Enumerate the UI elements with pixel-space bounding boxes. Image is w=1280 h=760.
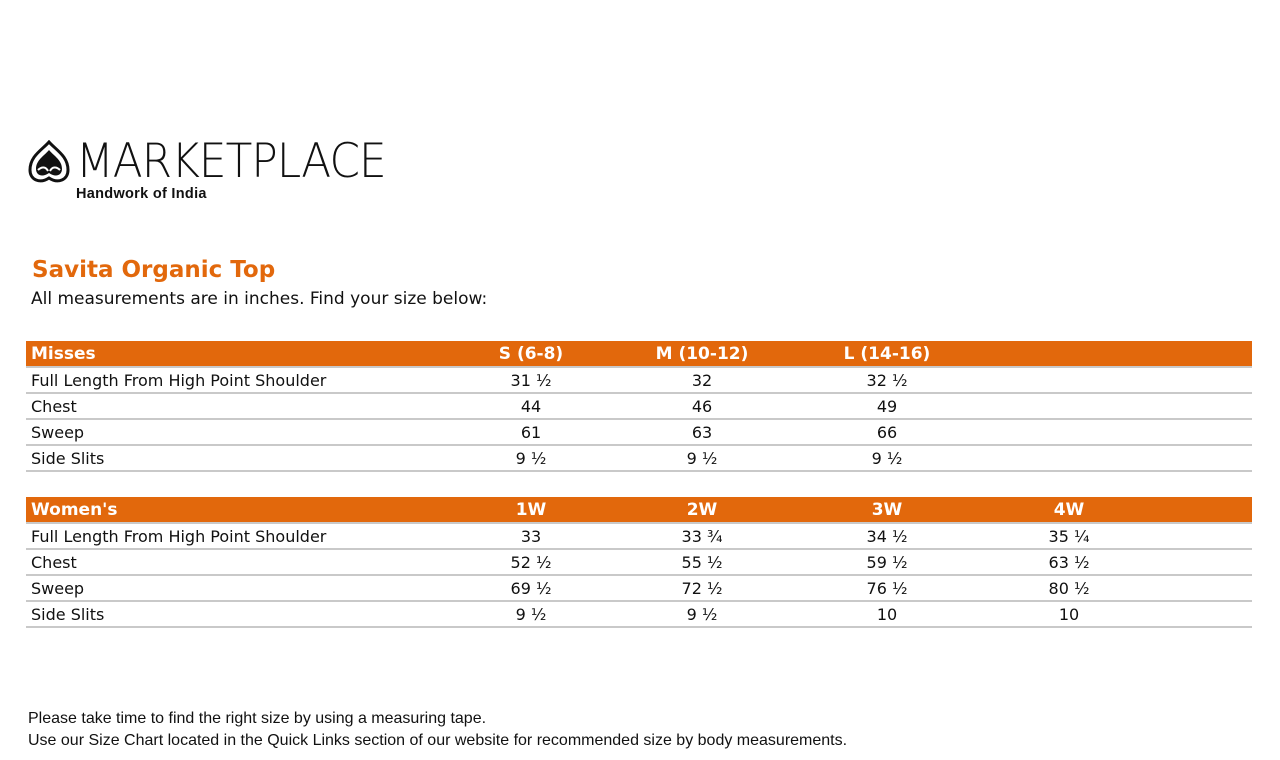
lotus-hands-icon — [28, 140, 70, 183]
measurement-label: Side Slits — [26, 445, 436, 472]
size-column-header: M (10-12) — [626, 341, 778, 368]
measurement-value: 63 — [626, 419, 778, 446]
size-column-header: 2W — [626, 497, 778, 524]
measurement-value: 9 ½ — [436, 445, 626, 472]
measurement-label: Full Length From High Point Shoulder — [26, 523, 436, 550]
measurement-value: 35 ¼ — [996, 523, 1142, 550]
page-subtitle: All measurements are in inches. Find you… — [31, 289, 488, 309]
size-column-header: 4W — [996, 497, 1142, 524]
measurement-value: 61 — [436, 419, 626, 446]
measurement-label: Sweep — [26, 575, 436, 602]
measurement-value: 63 ½ — [996, 549, 1142, 576]
table-section-label: Women's — [26, 497, 436, 524]
measurement-value: 10 — [996, 601, 1142, 628]
measurement-value — [996, 367, 1142, 394]
measurement-value: 52 ½ — [436, 549, 626, 576]
measurement-label: Chest — [26, 549, 436, 576]
measurement-label: Full Length From High Point Shoulder — [26, 367, 436, 394]
measurement-value: 33 ¾ — [626, 523, 778, 550]
measurement-label: Sweep — [26, 419, 436, 446]
misses-size-table: Misses S (6-8) M (10-12) L (14-16) Full Leng… — [26, 341, 1252, 472]
measurement-value: 33 — [436, 523, 626, 550]
size-column-header: 3W — [778, 497, 996, 524]
measurement-value: 59 ½ — [778, 549, 996, 576]
page-title: Savita Organic Top — [32, 257, 276, 283]
measurement-label: Side Slits — [26, 601, 436, 628]
table-header-row: Misses S (6-8) M (10-12) L (14-16) — [26, 341, 1252, 368]
table-row: Chest 44 46 49 — [26, 393, 1252, 420]
measurement-value: 49 — [778, 393, 996, 420]
size-column-header: 1W — [436, 497, 626, 524]
measurement-value: 46 — [626, 393, 778, 420]
measurement-value: 66 — [778, 419, 996, 446]
table-header-row: Women's 1W 2W 3W 4W — [26, 497, 1252, 524]
measurement-label: Chest — [26, 393, 436, 420]
table-row: Sweep 61 63 66 — [26, 419, 1252, 446]
measurement-value: 9 ½ — [778, 445, 996, 472]
measurement-value: 55 ½ — [626, 549, 778, 576]
measurement-value: 32 ½ — [778, 367, 996, 394]
brand-name: MARKETPLACE — [76, 134, 387, 189]
table-row: Full Length From High Point Shoulder 31 ½… — [26, 367, 1252, 394]
measurement-value: 34 ½ — [778, 523, 996, 550]
size-column-header — [996, 341, 1142, 368]
measurement-value: 9 ½ — [436, 601, 626, 628]
table-row: Chest 52 ½ 55 ½ 59 ½ 63 ½ — [26, 549, 1252, 576]
measurement-value: 31 ½ — [436, 367, 626, 394]
table-section-label: Misses — [26, 341, 436, 368]
measurement-value — [996, 445, 1142, 472]
measurement-value: 10 — [778, 601, 996, 628]
measurement-value: 69 ½ — [436, 575, 626, 602]
measurement-value: 76 ½ — [778, 575, 996, 602]
measurement-value: 9 ½ — [626, 445, 778, 472]
table-row: Full Length From High Point Shoulder 33 33… — [26, 523, 1252, 550]
measurement-value: 72 ½ — [626, 575, 778, 602]
measurement-value: 32 — [626, 367, 778, 394]
measurement-value — [996, 419, 1142, 446]
brand-tagline: Handwork of India — [76, 186, 207, 202]
measurement-value — [996, 393, 1142, 420]
womens-size-table: Women's 1W 2W 3W 4W Full Length From High Poi… — [26, 497, 1252, 628]
measurement-value: 44 — [436, 393, 626, 420]
measurement-value: 9 ½ — [626, 601, 778, 628]
table-row: Sweep 69 ½ 72 ½ 76 ½ 80 ½ — [26, 575, 1252, 602]
size-column-header: L (14-16) — [778, 341, 996, 368]
measurement-value: 80 ½ — [996, 575, 1142, 602]
footer-note-2: Use our Size Chart located in the Quick … — [28, 732, 848, 749]
size-column-header: S (6-8) — [436, 341, 626, 368]
footer-note-1: Please take time to find the right size … — [28, 710, 487, 727]
